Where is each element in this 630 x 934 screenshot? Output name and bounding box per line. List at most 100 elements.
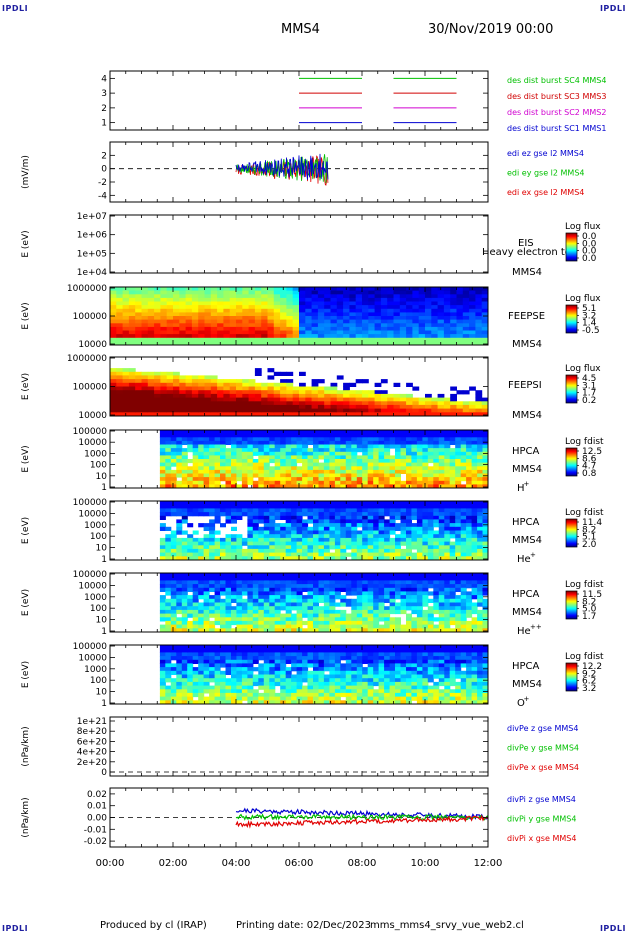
- hpca_he-spectrogram-cell: [395, 523, 401, 528]
- feepse-spectrogram-cell: [280, 312, 287, 317]
- feepse-spectrogram-cell: [380, 337, 388, 342]
- hpca_h-spectrogram-cell: [340, 477, 347, 482]
- hpca_he-spectrogram-cell: [362, 530, 369, 535]
- feepse-spectrogram-cell: [154, 297, 161, 302]
- hpca_he-spectrogram-cell: [225, 512, 232, 517]
- hpca_hepp-spectrogram-cell: [247, 573, 254, 578]
- hpca_h-spectrogram-cell: [422, 459, 429, 464]
- hpca_he-spectrogram-cell: [159, 504, 166, 509]
- feepse-spectrogram-cell: [317, 330, 325, 335]
- hpca_hepp-spectrogram-cell: [356, 606, 363, 611]
- feepsi-spectrogram-cell: [116, 368, 124, 373]
- hpca_hepp-spectrogram-cell: [285, 584, 292, 589]
- hpca_h-spectrogram-cell: [395, 430, 401, 435]
- hpca_hepp-spectrogram-cell: [198, 613, 205, 618]
- hpca_h-spectrogram-cell: [334, 448, 341, 453]
- hpca_h-spectrogram-cell: [159, 440, 166, 445]
- feepse-spectrogram-cell: [399, 323, 407, 328]
- hpca_h-spectrogram-cell: [416, 480, 423, 485]
- hpca_h-spectrogram-cell: [165, 433, 172, 438]
- hpca_h-spectrogram-cell: [198, 444, 205, 449]
- hpca_hepp-spectrogram-cell: [444, 587, 451, 592]
- hpca_hepp-spectrogram-cell: [395, 580, 401, 585]
- feepsi-spectrogram-cell: [223, 401, 231, 406]
- hpca_hepp-spectrogram-cell: [406, 591, 412, 596]
- hpca_he-spectrogram-cell: [329, 526, 336, 531]
- hpca_h-spectrogram-cell: [411, 430, 418, 435]
- hpca_he-spectrogram-cell: [236, 534, 243, 539]
- hpca_h-spectrogram-cell: [214, 451, 221, 456]
- hpca_h-spectrogram-cell: [373, 462, 380, 467]
- hpca_he-spectrogram-cell: [460, 512, 467, 517]
- hpca_hepp-spectrogram-cell: [373, 602, 380, 607]
- hpca_h-spectrogram-cell: [395, 466, 401, 471]
- hpca_h-spectrogram-cell: [351, 469, 358, 474]
- feepsi-spectrogram-cell: [223, 390, 231, 395]
- hpca_he-spectrogram-cell: [406, 552, 412, 557]
- hpca_hepp-spectrogram-cell: [274, 624, 281, 629]
- feepse-spectrogram-cell: [166, 316, 174, 321]
- hpca_hepp-spectrogram-cell: [460, 606, 467, 611]
- hpca_hepp-spectrogram-cell: [263, 613, 270, 618]
- hpca_he-spectrogram-cell: [165, 526, 172, 531]
- y-tick-label: 10000: [78, 438, 107, 448]
- hpca_he-spectrogram-cell: [291, 545, 298, 550]
- feepsi-spectrogram-cell: [431, 408, 439, 413]
- hpca_h-spectrogram-cell: [378, 469, 385, 474]
- hpca_he-spectrogram-cell: [247, 515, 254, 520]
- hpca_he-spectrogram-cell: [400, 537, 407, 543]
- feepse-spectrogram-cell: [292, 330, 300, 335]
- hpca_hepp-spectrogram-cell: [389, 580, 396, 585]
- feepse-spectrogram-cell: [236, 305, 243, 310]
- hpca_h-spectrogram-cell: [181, 462, 188, 467]
- feepse-spectrogram-cell: [267, 334, 275, 339]
- feepsi-spectrogram-cell: [462, 408, 470, 413]
- feepse-spectrogram-cell: [380, 316, 388, 321]
- hpca_h-spectrogram-cell: [187, 444, 194, 449]
- hpca_h-spectrogram-cell: [203, 455, 210, 460]
- hpca_hepp-spectrogram-cell: [302, 606, 309, 611]
- feepse-spectrogram-cell: [355, 316, 363, 321]
- hpca_h-spectrogram: [159, 430, 489, 489]
- hpca_he-spectrogram-cell: [231, 504, 237, 509]
- hpca_he-spectrogram-cell: [422, 534, 429, 539]
- hpca_hepp-spectrogram-cell: [373, 580, 380, 585]
- hpca_hepp-spectrogram-cell: [334, 620, 341, 626]
- feepsi-spectrogram-cell: [160, 375, 168, 380]
- feepse-spectrogram-cell: [412, 301, 420, 306]
- hpca_hepp-spectrogram-cell: [220, 598, 226, 603]
- hpca_he-spectrogram-cell: [329, 556, 336, 561]
- feepse-spectrogram-cell: [393, 334, 401, 339]
- hpca_hepp-spectrogram-cell: [176, 573, 183, 578]
- feepsi-spectrogram-cell: [135, 412, 142, 417]
- feepse-spectrogram-cell: [475, 326, 483, 331]
- feepsi-spectrogram-cell: [166, 397, 174, 402]
- hpca_h-spectrogram-cell: [406, 437, 412, 442]
- colorbar-tick-label: 1.7: [582, 612, 596, 622]
- feepse-spectrogram-cell: [135, 323, 142, 328]
- hpca_h-spectrogram-cell: [356, 459, 363, 464]
- hpca_hepp-spectrogram-cell: [471, 584, 478, 589]
- feepse-spectrogram-cell: [242, 326, 250, 331]
- hpca_he-spectrogram-cell: [159, 508, 166, 513]
- feepse-spectrogram-cell: [173, 290, 180, 295]
- hpca_h-spectrogram-cell: [318, 455, 325, 460]
- hpca_h-spectrogram-cell: [433, 444, 440, 449]
- hpca_he-spectrogram-cell: [225, 548, 232, 554]
- hpca_o-spectrogram-cell: [176, 652, 183, 657]
- hpca_h-spectrogram-cell: [170, 451, 177, 456]
- hpca_hepp-spectrogram-cell: [280, 613, 287, 618]
- hpca_he-spectrogram-cell: [416, 530, 423, 535]
- hpca_h-spectrogram-cell: [313, 480, 319, 485]
- hpca_hepp-spectrogram-cell: [455, 598, 462, 603]
- hpca_hepp-spectrogram-cell: [449, 602, 456, 607]
- hpca_hepp-spectrogram-cell: [209, 595, 216, 600]
- hpca_he-spectrogram-cell: [477, 508, 484, 513]
- feepsi-spectrogram-cell: [204, 382, 212, 387]
- feepse-spectrogram-cell: [406, 316, 413, 321]
- hpca_h-spectrogram-cell: [198, 469, 205, 474]
- feepse-spectrogram-cell: [305, 330, 313, 335]
- hpca_h-spectrogram-cell: [209, 469, 216, 474]
- feepse-spectrogram-cell: [324, 290, 331, 295]
- hpca_h-spectrogram-cell: [351, 477, 358, 482]
